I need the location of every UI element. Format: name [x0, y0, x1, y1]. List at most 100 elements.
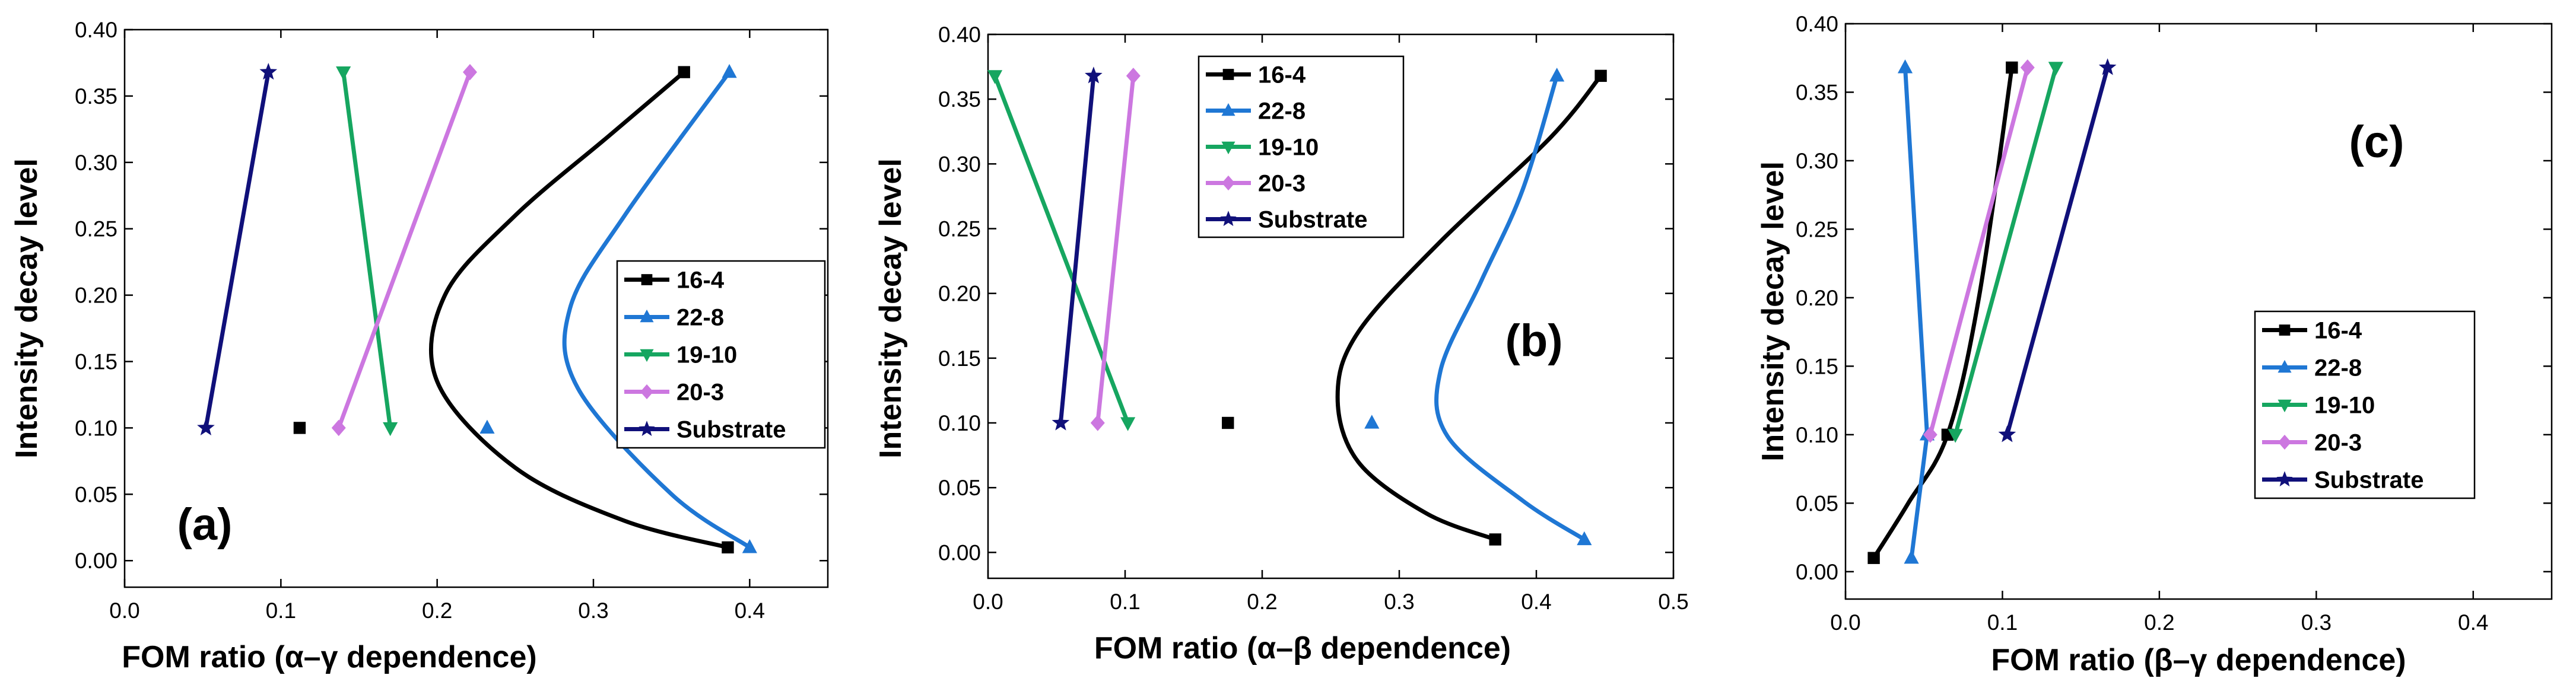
series-19-10: [987, 70, 1136, 431]
data-point: [1090, 415, 1105, 431]
plot-frame: [1844, 23, 2553, 600]
x-tick-label: 0.0: [973, 590, 1003, 614]
data-point: [383, 422, 398, 437]
y-tick-label: 0.05: [1796, 491, 1838, 515]
data-point: [331, 419, 346, 437]
legend-marker: [2278, 359, 2292, 373]
series-line: [1953, 66, 2058, 435]
data-point: [722, 541, 734, 554]
x-tick-label: 0.4: [2458, 610, 2488, 635]
series-curve: [562, 70, 752, 550]
legend-item-19-10: 19-10: [1206, 135, 1319, 161]
y-tick-label: 0.25: [938, 217, 981, 241]
legend-marker: [641, 274, 653, 285]
y-tick-label: 0.30: [75, 151, 117, 175]
y-axis-title: Intensity decay level: [9, 158, 44, 458]
legend-item-16-4: 16-4: [1206, 62, 1306, 88]
legend-label: 19-10: [1258, 135, 1319, 161]
data-point: [987, 70, 1003, 84]
legend-label: 19-10: [676, 342, 737, 368]
series-19-10: [1948, 62, 2063, 443]
data-point: [742, 539, 757, 553]
data-point: [1489, 533, 1501, 546]
legend-item-22-8: 22-8: [624, 305, 724, 331]
series-20-3: [1923, 59, 2035, 443]
series-20-3: [331, 63, 477, 437]
series-22-8: [479, 63, 757, 553]
series-line: [341, 72, 393, 428]
y-tick-label: 0.30: [1796, 149, 1838, 173]
data-point: [1120, 417, 1136, 431]
plot-frame: [987, 33, 1675, 579]
series-22-8: [1364, 68, 1592, 546]
legend-marker: [640, 349, 654, 362]
legend-item-22-8: 22-8: [2262, 355, 2362, 381]
x-tick-label: 0.4: [1521, 590, 1551, 614]
legend-item-20-3: 20-3: [2262, 430, 2362, 456]
y-tick-label: 0.25: [1796, 217, 1838, 241]
legend-marker: [1220, 211, 1237, 227]
series-16-4: [1867, 61, 2018, 564]
legend-marker: [2279, 324, 2291, 336]
data-point: [1867, 552, 1880, 564]
legend-item-19-10: 19-10: [624, 342, 737, 368]
legend-label: 22-8: [1258, 98, 1306, 125]
x-axis-title: FOM ratio (α–β dependence): [1094, 631, 1511, 665]
data-point: [1126, 68, 1141, 84]
data-point: [1904, 549, 1919, 564]
y-tick-label: 0.40: [75, 18, 117, 42]
y-tick-label: 0.05: [75, 482, 117, 507]
legend-label: 16-4: [676, 268, 725, 294]
series-Substrate: [197, 63, 278, 435]
data-point: [1998, 425, 2016, 442]
y-tick-label: 0.05: [938, 476, 981, 500]
data-point: [1364, 415, 1380, 429]
series-20-3: [1090, 68, 1141, 431]
series-line: [1903, 67, 1929, 559]
data-point: [2006, 61, 2018, 74]
legend-marker: [1222, 175, 1235, 191]
series-curve: [1434, 74, 1587, 542]
data-point: [1923, 426, 1937, 443]
x-tick-label: 0.2: [1247, 590, 1277, 614]
panel-label: (b): [1505, 316, 1562, 366]
panel-label: (c): [2349, 117, 2405, 167]
y-tick-label: 0.10: [1796, 423, 1838, 447]
legend-marker: [1221, 103, 1235, 116]
legend-item-16-4: 16-4: [2262, 318, 2362, 344]
x-tick-label: 0.2: [422, 598, 452, 623]
data-point: [1577, 531, 1592, 546]
data-point: [1052, 413, 1070, 431]
legend-item-22-8: 22-8: [1206, 98, 1306, 125]
legend-marker: [639, 421, 655, 437]
y-tick-label: 0.15: [1796, 354, 1838, 378]
legend: 16-4 22-8 19-10 20-3 Substrate: [2254, 310, 2476, 499]
series-Substrate: [1998, 58, 2117, 442]
series-curve: [1872, 65, 2014, 561]
series-19-10: [336, 66, 398, 437]
x-tick-label: 0.0: [1830, 610, 1860, 635]
x-tick-label: 0.3: [578, 598, 608, 623]
legend-label: 20-3: [676, 380, 724, 406]
x-axis-title: FOM ratio (β–γ dependence): [1991, 643, 2406, 677]
x-tick-label: 0.2: [2144, 610, 2174, 635]
x-tick-label: 0.0: [109, 598, 139, 623]
data-point: [2048, 62, 2063, 76]
legend-label: Substrate: [676, 417, 786, 443]
series-line: [1928, 67, 2030, 435]
x-tick-label: 0.1: [1110, 590, 1140, 614]
x-tick-label: 0.1: [1987, 610, 2018, 635]
legend-marker: [1222, 69, 1234, 80]
legend-marker: [2278, 399, 2292, 413]
x-tick-label: 0.1: [266, 598, 296, 623]
legend-label: Substrate: [2314, 467, 2424, 493]
data-point: [1085, 66, 1103, 84]
y-tick-label: 0.30: [938, 152, 981, 176]
data-point: [1594, 69, 1607, 82]
legend-item-Substrate: Substrate: [1206, 207, 1368, 233]
legend-item-16-4: 16-4: [624, 268, 725, 294]
series-line: [1095, 75, 1136, 423]
data-point: [1897, 59, 1913, 74]
y-axis-title: Intensity decay level: [874, 158, 908, 458]
legend-marker: [640, 309, 654, 323]
